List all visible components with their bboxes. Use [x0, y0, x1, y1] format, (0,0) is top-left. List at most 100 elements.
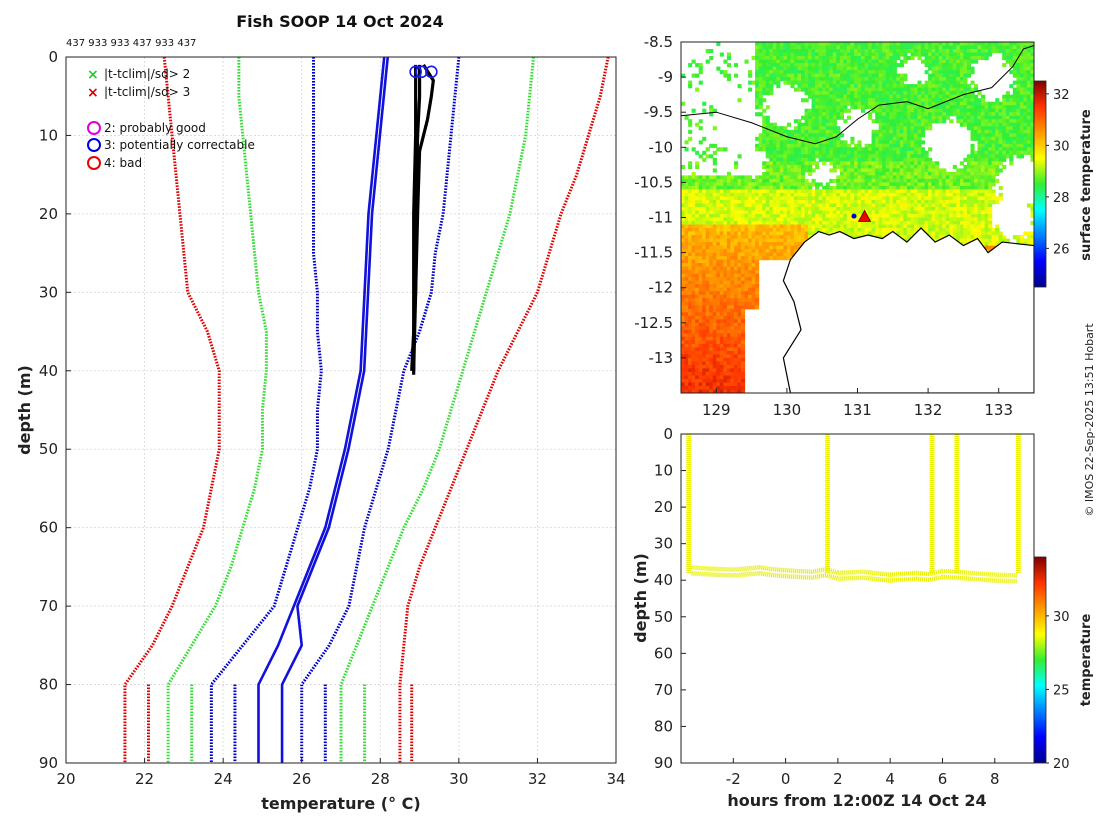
- sst-cell: [758, 256, 763, 261]
- sst-cell: [959, 238, 964, 243]
- y-tick-label: 80: [39, 676, 58, 694]
- sst-cell: [695, 284, 700, 289]
- sst-cell: [988, 115, 993, 120]
- sst-cell: [1002, 143, 1007, 148]
- sst-cell: [959, 70, 964, 75]
- sst-cell: [892, 143, 897, 148]
- sst-cell: [988, 157, 993, 162]
- sst-cell: [737, 357, 742, 362]
- sst-cell: [882, 66, 887, 71]
- sst-cell: [977, 196, 982, 201]
- sst-cell: [741, 305, 746, 310]
- sst-cell: [1002, 105, 1007, 110]
- sst-cell: [970, 52, 975, 57]
- sst-cell: [846, 221, 851, 226]
- sst-cell: [1019, 112, 1024, 117]
- sst-cell: [832, 161, 837, 166]
- sst-cell: [1009, 63, 1014, 68]
- sst-cell: [998, 157, 1003, 162]
- sst-cell: [684, 291, 689, 296]
- sst-cell: [744, 185, 749, 190]
- sst-cell: [1016, 52, 1021, 57]
- sst-cell: [938, 221, 943, 226]
- sst-cell: [963, 84, 968, 89]
- sst-cell: [779, 185, 784, 190]
- sst-cell: [981, 168, 986, 173]
- sst-cell: [995, 136, 1000, 141]
- sst-cell: [698, 277, 703, 282]
- sst-cell: [875, 157, 880, 162]
- sst-cell: [882, 129, 887, 134]
- sst-cell: [684, 322, 689, 327]
- sst-cell: [963, 108, 968, 113]
- sst-cell: [695, 308, 700, 313]
- sst-cell: [818, 126, 823, 131]
- sst-cell: [790, 185, 795, 190]
- sst-cell: [783, 175, 788, 180]
- sst-cell: [945, 224, 950, 229]
- sst-cell: [917, 200, 922, 205]
- sst-cell: [758, 242, 763, 247]
- sst-cell: [1019, 59, 1024, 64]
- sst-cell: [758, 66, 763, 71]
- sst-cell: [786, 129, 791, 134]
- sst-cell: [935, 168, 940, 173]
- sst-cell: [723, 284, 728, 289]
- sst-cell: [839, 108, 844, 113]
- sst-cell: [836, 70, 841, 75]
- sst-cell: [797, 207, 802, 212]
- sst-cell: [1016, 42, 1021, 47]
- sst-cell: [719, 284, 724, 289]
- sst-cell: [1019, 87, 1024, 92]
- sst-cell: [846, 224, 851, 229]
- sst-cell: [737, 98, 742, 103]
- sst-cell: [1019, 108, 1024, 113]
- sst-cell: [917, 150, 922, 155]
- sst-cell: [899, 119, 904, 124]
- sst-cell: [716, 214, 721, 219]
- sst-cell: [921, 171, 926, 176]
- sst-cell: [970, 126, 975, 131]
- sst-cell: [832, 87, 837, 92]
- sst-cell: [808, 203, 813, 208]
- sst-cell: [741, 259, 746, 264]
- sst-cell: [818, 129, 823, 134]
- sst-cell: [984, 189, 989, 194]
- sst-cell: [917, 129, 922, 134]
- sst-cell: [850, 224, 855, 229]
- sst-cell: [709, 252, 714, 257]
- sst-cell: [790, 140, 795, 145]
- sst-cell: [698, 178, 703, 183]
- sst-cell: [914, 122, 919, 127]
- sst-cell: [712, 200, 717, 205]
- sst-cell: [783, 196, 788, 201]
- sst-cell: [839, 154, 844, 159]
- sst-cell: [755, 143, 760, 148]
- sst-cell: [772, 249, 777, 254]
- sst-cell: [818, 101, 823, 106]
- sst-cell: [741, 249, 746, 254]
- sst-cell: [832, 66, 837, 71]
- sst-cell: [945, 59, 950, 64]
- sst-cell: [906, 214, 911, 219]
- sst-cell: [681, 192, 686, 197]
- sst-cell: [878, 112, 883, 117]
- sst-cell: [875, 192, 880, 197]
- sst-cell: [702, 280, 707, 285]
- sst-cell: [924, 101, 929, 106]
- sst-cell: [882, 119, 887, 124]
- sst-cell: [723, 192, 728, 197]
- sst-cell: [882, 84, 887, 89]
- sst-cell: [818, 224, 823, 229]
- sst-cell: [769, 91, 774, 96]
- sst-cell: [825, 63, 830, 68]
- sst-cell: [801, 63, 806, 68]
- sst-cell: [801, 168, 806, 173]
- sst-cell: [931, 221, 936, 226]
- sst-cell: [723, 322, 728, 327]
- sst-cell: [698, 301, 703, 306]
- sst-cell: [688, 298, 693, 303]
- sst-cell: [903, 115, 908, 120]
- sst-cell: [928, 182, 933, 187]
- sst-cell: [864, 49, 869, 54]
